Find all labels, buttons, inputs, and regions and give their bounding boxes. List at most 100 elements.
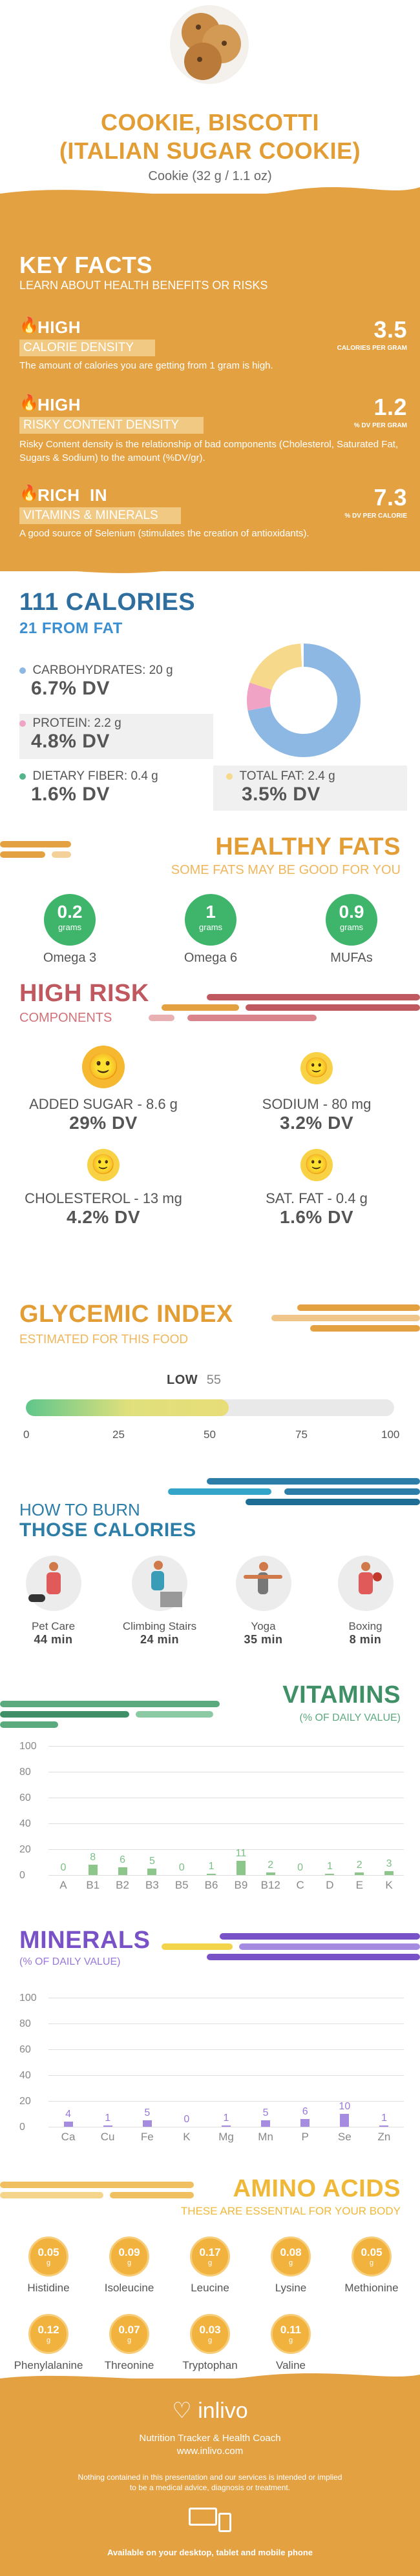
x-tick-label: K (385, 1879, 393, 1891)
risk-sat-fat: 🙂 SAT. FAT - 0.4 g 1.6% DV (220, 1149, 414, 1228)
burn-label: Climbing Stairs (122, 1620, 197, 1632)
minerals-chart: 100 80 60 40 20 0 4 Ca 1 Cu 5 Fe 0 K 1 Mg 5 Mn 6 P 10 S… (19, 1993, 407, 2153)
amino-badge: 0.07 g (109, 2314, 149, 2354)
key-facts-section: KEY FACTS LEARN ABOUT HEALTH BENEFITS OR… (0, 187, 420, 573)
mufas-unit: grams (339, 922, 364, 932)
risk-added-sugar: 🙂 ADDED SUGAR - 8.6 g 29% DV (6, 1046, 200, 1133)
x-tick-label: B12 (260, 1879, 280, 1891)
calories-title: 111 CALORIES (19, 589, 196, 616)
amino-badge: 0.05 g (352, 2236, 392, 2277)
bar-value-label: 4 (65, 2109, 71, 2120)
amino-label: Valine (276, 2359, 306, 2371)
amino-badge: 0.08 g (271, 2236, 311, 2277)
bar-mg (222, 2125, 231, 2127)
wave-top (0, 187, 420, 207)
amino-label: Isoleucine (104, 2282, 154, 2294)
key-facts-title: KEY FACTS (19, 252, 152, 278)
y-tick: 80 (19, 2018, 31, 2029)
fat-dot (226, 773, 233, 780)
burn-climbing-stairs: Climbing Stairs 24 min (111, 1556, 208, 1647)
amino-threonine: 0.07 g Threonine (90, 2314, 168, 2372)
bar-value-label: 2 (356, 1860, 362, 1871)
burn-label: Pet Care (31, 1620, 76, 1632)
fact-name: VITAMINS & MINERALS (19, 507, 181, 524)
vitamins-chart: 100 80 60 40 20 0 0 A 8 B1 6 B2 5 B3 0 B5 1 B6 11 B9 2… (19, 1741, 407, 1907)
yoga-icon (235, 1556, 291, 1611)
fact-calorie-density: 🔥 HIGH CALORIE DENSITY 3.5 CALORIES PER … (19, 316, 407, 381)
minerals-section: MINERALS (% OF DAILY VALUE) 100 80 60 40… (0, 1927, 420, 2159)
vitamins-plot: 0 A 8 B1 6 B2 5 B3 0 B5 1 B6 11 B9 2 B12 0 C 1 D 2 E 3 K (48, 1746, 404, 1891)
heart-icon: ♡ (172, 2399, 192, 2423)
x-tick-label: K (183, 2131, 191, 2143)
glycemic-ticks: 0 25 50 75 100 (23, 1428, 399, 1444)
calories-from-fat: 21 FROM FAT (19, 620, 123, 637)
amino-lysine: 0.08 g Lysine (252, 2236, 330, 2295)
x-tick-label: Ca (61, 2131, 76, 2143)
bar-value-label: 11 (235, 1848, 247, 1859)
bar-e (355, 1872, 364, 1875)
x-tick-label: B9 (234, 1879, 248, 1891)
amino-unit: g (207, 2259, 213, 2267)
dog-walking-icon (25, 1556, 81, 1611)
burn-time: 24 min (140, 1633, 180, 1646)
bar-value-label: 0 (184, 2114, 190, 2125)
glycemic-value: 55 (206, 1373, 221, 1387)
amino-label: Threonine (104, 2359, 154, 2371)
omega6-badge: 1 grams (185, 894, 236, 946)
glycemic-subtitle: ESTIMATED FOR THIS FOOD (19, 1333, 189, 1346)
burn-pet-care: Pet Care 44 min (10, 1556, 97, 1647)
brand-logo[interactable]: ♡ inlivo (0, 2398, 420, 2424)
vitamins-title: VITAMINS (282, 1681, 401, 1709)
bar-b1 (88, 1865, 98, 1875)
tick-25: 25 (112, 1428, 125, 1441)
tick-100: 100 (381, 1428, 400, 1441)
amino-badge: 0.03 g (190, 2314, 230, 2354)
amino-label: Lysine (275, 2282, 307, 2294)
amino-badge: 0.12 g (28, 2314, 68, 2354)
y-tick: 40 (19, 2070, 31, 2081)
x-tick-label: P (301, 2131, 309, 2143)
amino-value: 0.03 (199, 2324, 221, 2336)
decor-stripes (246, 1304, 420, 1343)
y-tick: 0 (19, 2122, 25, 2133)
amino-value: 0.08 (280, 2246, 302, 2258)
disclaimer-line-2: to be a medical advice, diagnosis or tre… (129, 2483, 291, 2492)
fact-unit: % DV PER CALORIE (344, 512, 407, 520)
devices-icon (189, 2508, 234, 2533)
glycemic-level: LOW (167, 1373, 198, 1387)
amino-title: AMINO ACIDS (233, 2175, 401, 2202)
brand-url[interactable]: www.inlivo.com (176, 2446, 244, 2457)
donut-protein (247, 644, 361, 757)
glycemic-bar-fill (26, 1399, 229, 1416)
bar-b3 (147, 1869, 157, 1875)
omega3-label: Omega 3 (43, 951, 97, 965)
protein-dot (19, 720, 26, 727)
y-tick: 0 (19, 1870, 25, 1881)
risk-label: SODIUM - 80 mg (262, 1096, 372, 1112)
vitamins-subtitle: (% OF DAILY VALUE) (299, 1712, 401, 1723)
fat-item: TOTAL FAT: 2.4 g 3.5% DV (213, 766, 407, 811)
bar-k (384, 1871, 394, 1875)
amino-grid: 0.05 g Histidine 0.09 g Isoleucine 0.17 g Leucin… (0, 2236, 420, 2378)
title-line-2: (ITALIAN SUGAR COOKIE) (59, 137, 361, 164)
fire-icon: 🔥 (19, 394, 39, 412)
fat-mufas: 0.9 grams MUFAs (313, 894, 390, 966)
risk-label: SAT. FAT - 0.4 g (266, 1190, 368, 1206)
healthy-fats-section: HEALTHY FATS SOME FATS MAY BE GOOD FOR Y… (0, 829, 420, 984)
amino-subtitle: THESE ARE ESSENTIAL FOR YOUR BODY (180, 2205, 401, 2217)
decor-stripes (0, 1701, 239, 1739)
burn-time: 35 min (244, 1633, 283, 1646)
calorie-donut-chart (247, 644, 361, 757)
bar-value-label: 6 (302, 2106, 308, 2117)
bar-value-label: 5 (149, 1856, 155, 1867)
mufas-badge: 0.9 grams (326, 894, 377, 946)
amino-unit: g (288, 2337, 293, 2344)
fat-label: TOTAL FAT: 2.4 g (239, 769, 335, 783)
x-tick-label: Mn (258, 2131, 273, 2143)
title-line-1: COOKIE, BISCOTTI (100, 109, 319, 136)
x-tick-label: Mg (218, 2131, 234, 2143)
high-risk-subtitle: COMPONENTS (19, 1011, 112, 1025)
bar-b6 (207, 1874, 216, 1875)
amino-section: AMINO ACIDS THESE ARE ESSENTIAL FOR YOUR… (0, 2175, 420, 2378)
fat-dv: 3.5% DV (242, 784, 320, 805)
